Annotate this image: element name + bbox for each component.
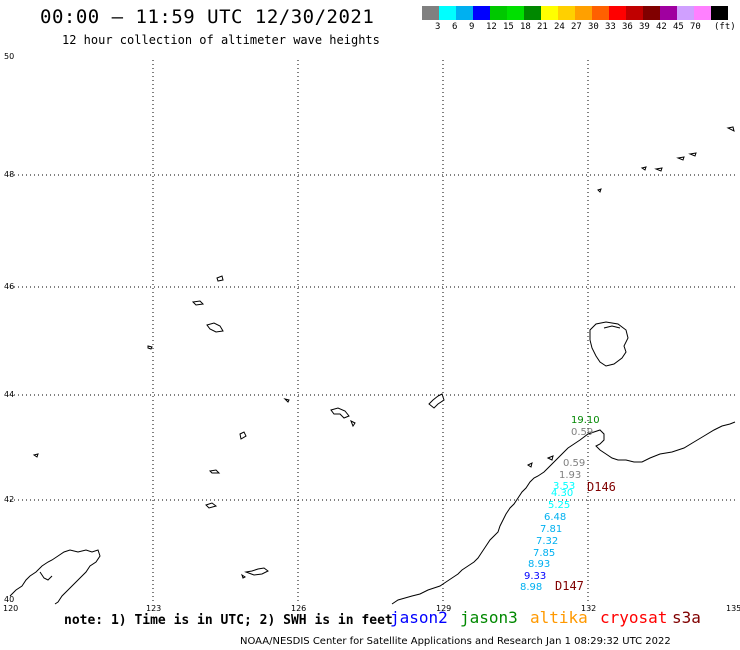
footer-credit: NOAA/NESDIS Center for Satellite Applica… — [240, 636, 671, 647]
satellite-jason3-label: jason3 — [460, 608, 518, 627]
pass-id-label: D146 — [587, 480, 616, 494]
satellite-jason2-label: jason2 — [390, 608, 448, 627]
swh-reading: 9.33 — [524, 571, 546, 582]
lat-label: 40 — [4, 595, 14, 604]
legend-tick-label: 18 — [520, 22, 531, 32]
swh-reading: 6.48 — [544, 512, 566, 523]
altimeter-readings: 19.10 0.59 0.59 1.93 3.53 4.30 5.25 6.48… — [520, 415, 600, 593]
legend-swatch — [490, 6, 507, 20]
legend-tick-label: 3 — [435, 22, 441, 32]
legend-tick-label: 36 — [622, 22, 633, 32]
graticule — [10, 60, 735, 604]
pass-id-label: D147 — [555, 579, 584, 593]
legend-swatch — [575, 6, 592, 20]
legend-tick-label: 6 — [452, 22, 458, 32]
swh-reading: 0.59 — [571, 427, 593, 438]
map-subtitle: 12 hour collection of altimeter wave hei… — [62, 33, 380, 47]
lon-label: 135 — [726, 604, 740, 613]
lon-label: 129 — [436, 604, 451, 613]
swh-reading: 1.93 — [559, 470, 581, 481]
legend-swatch — [660, 6, 677, 20]
coastline — [9, 421, 736, 605]
islands — [32, 126, 735, 579]
satellite-altika-label: altika — [530, 608, 588, 627]
legend-swatch — [592, 6, 609, 20]
legend-unit-label: (ft) — [714, 22, 736, 32]
satellite-s3a-label: s3a — [672, 608, 701, 627]
legend-tick-label: 27 — [571, 22, 582, 32]
legend-tick-label: 30 — [588, 22, 599, 32]
legend-swatch — [456, 6, 473, 20]
swh-reading: 19.10 — [571, 415, 600, 426]
legend-swatch — [422, 6, 439, 20]
legend-swatch — [711, 6, 728, 20]
legend-swatch — [524, 6, 541, 20]
swh-reading: 7.81 — [540, 524, 562, 535]
swh-reading: 7.85 — [533, 548, 555, 559]
legend-tick-label: 33 — [605, 22, 616, 32]
legend-tick-label: 21 — [537, 22, 548, 32]
color-legend — [422, 6, 728, 20]
legend-tick-label: 45 — [673, 22, 684, 32]
legend-swatch — [558, 6, 575, 20]
swh-reading: 0.59 — [563, 458, 585, 469]
legend-swatch — [439, 6, 456, 20]
legend-swatch — [677, 6, 694, 20]
legend-swatch — [694, 6, 711, 20]
swh-reading: 3.53 — [553, 481, 575, 492]
lon-label: 123 — [146, 604, 161, 613]
swh-reading: 5.25 — [548, 500, 570, 511]
swh-reading: 7.32 — [536, 536, 558, 547]
legend-swatch — [473, 6, 490, 20]
legend-tick-label: 42 — [656, 22, 667, 32]
legend-tick-label: 39 — [639, 22, 650, 32]
swh-reading: 4.30 — [551, 488, 573, 499]
lon-label: 126 — [291, 604, 306, 613]
legend-tick-label: 24 — [554, 22, 565, 32]
latitude-labels: 50 48 46 44 42 40 — [4, 52, 14, 604]
legend-tick-label: 9 — [469, 22, 475, 32]
longitude-labels: 120 123 126 129 132 135 — [3, 604, 740, 613]
lon-label: 132 — [581, 604, 596, 613]
lon-label: 120 — [3, 604, 18, 613]
swh-reading: 8.98 — [520, 582, 542, 593]
legend-swatch — [507, 6, 524, 20]
legend-tick-label: 12 — [486, 22, 497, 32]
lat-label: 46 — [4, 282, 14, 291]
legend-tick-label: 70 — [690, 22, 701, 32]
lat-label: 44 — [4, 390, 14, 399]
legend-swatch — [626, 6, 643, 20]
legend-swatch — [541, 6, 558, 20]
pass-labels: D146 D147 — [555, 480, 616, 593]
lat-label: 48 — [4, 170, 14, 179]
map-title: 00:00 – 11:59 UTC 12/30/2021 — [40, 6, 375, 28]
lat-label: 50 — [4, 52, 14, 61]
color-legend-labels: 3 6 9 12 15 18 21 24 27 30 33 36 39 42 45 70 (ft) — [422, 22, 740, 34]
lat-label: 42 — [4, 495, 14, 504]
footer-note: note: 1) Time is in UTC; 2) SWH is in fe… — [64, 613, 393, 628]
satellite-cryosat-label: cryosat — [600, 608, 668, 627]
legend-swatch — [609, 6, 626, 20]
legend-swatch — [643, 6, 660, 20]
swh-reading: 8.93 — [528, 559, 550, 570]
legend-tick-label: 15 — [503, 22, 514, 32]
